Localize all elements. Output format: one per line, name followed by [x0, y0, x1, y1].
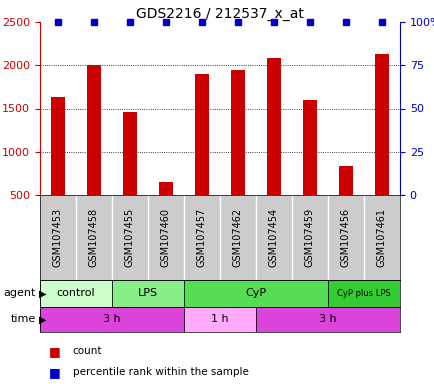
Text: ▶: ▶ — [39, 288, 46, 298]
Text: ▶: ▶ — [39, 314, 46, 324]
Bar — [184, 307, 256, 332]
Bar — [87, 65, 101, 195]
Bar — [230, 70, 245, 195]
Bar — [112, 280, 184, 307]
Text: GSM107462: GSM107462 — [233, 208, 243, 267]
Text: GSM107459: GSM107459 — [304, 208, 314, 267]
Title: GDS2216 / 212537_x_at: GDS2216 / 212537_x_at — [136, 7, 303, 21]
Bar — [256, 307, 399, 332]
Text: control: control — [56, 288, 95, 298]
Text: 3 h: 3 h — [319, 314, 336, 324]
Text: CyP: CyP — [245, 288, 266, 298]
Bar — [194, 74, 209, 195]
Bar — [266, 58, 280, 195]
Text: ■: ■ — [49, 345, 60, 358]
Bar — [40, 280, 112, 307]
Text: percentile rank within the sample: percentile rank within the sample — [72, 367, 248, 377]
Text: ■: ■ — [49, 366, 60, 379]
Bar — [40, 307, 184, 332]
Bar — [184, 280, 327, 307]
Text: GSM107454: GSM107454 — [268, 208, 278, 267]
Text: LPS: LPS — [138, 288, 158, 298]
Text: CyP plus LPS: CyP plus LPS — [336, 289, 390, 298]
Text: time: time — [10, 314, 36, 324]
Text: GSM107460: GSM107460 — [161, 208, 171, 267]
Bar — [158, 182, 173, 195]
Text: agent: agent — [3, 288, 36, 298]
Text: 1 h: 1 h — [210, 314, 228, 324]
Text: GSM107458: GSM107458 — [89, 208, 99, 267]
Bar — [374, 54, 388, 195]
Text: count: count — [72, 346, 102, 356]
Bar — [122, 112, 137, 195]
Bar — [327, 280, 399, 307]
Bar — [338, 166, 352, 195]
Text: GSM107453: GSM107453 — [53, 208, 63, 267]
Text: GSM107461: GSM107461 — [376, 208, 386, 267]
Text: GSM107456: GSM107456 — [340, 208, 350, 267]
Text: 3 h: 3 h — [103, 314, 121, 324]
Bar — [302, 100, 316, 195]
Text: GSM107457: GSM107457 — [197, 208, 207, 267]
Bar — [51, 97, 65, 195]
Text: GSM107455: GSM107455 — [125, 208, 135, 267]
